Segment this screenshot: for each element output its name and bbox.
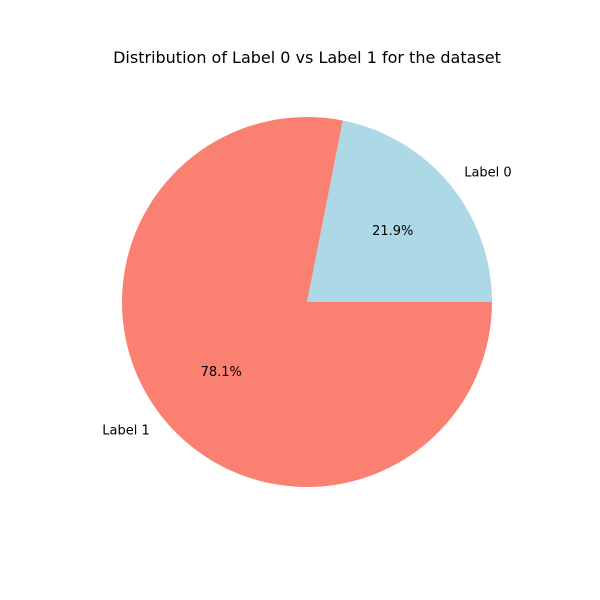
pie-labels: 21.9% Label 0 78.1% Label 1 <box>102 165 511 438</box>
pie-slice-label-1 <box>122 117 493 487</box>
category-label: Label 0 <box>464 165 511 180</box>
pie-slices <box>122 117 493 487</box>
chart-title: Distribution of Label 0 vs Label 1 for t… <box>113 48 501 67</box>
percent-label: 78.1% <box>201 365 242 380</box>
pie-slice-label-0 <box>307 120 492 302</box>
category-label: Label 1 <box>102 424 149 439</box>
percent-label: 21.9% <box>372 224 413 239</box>
